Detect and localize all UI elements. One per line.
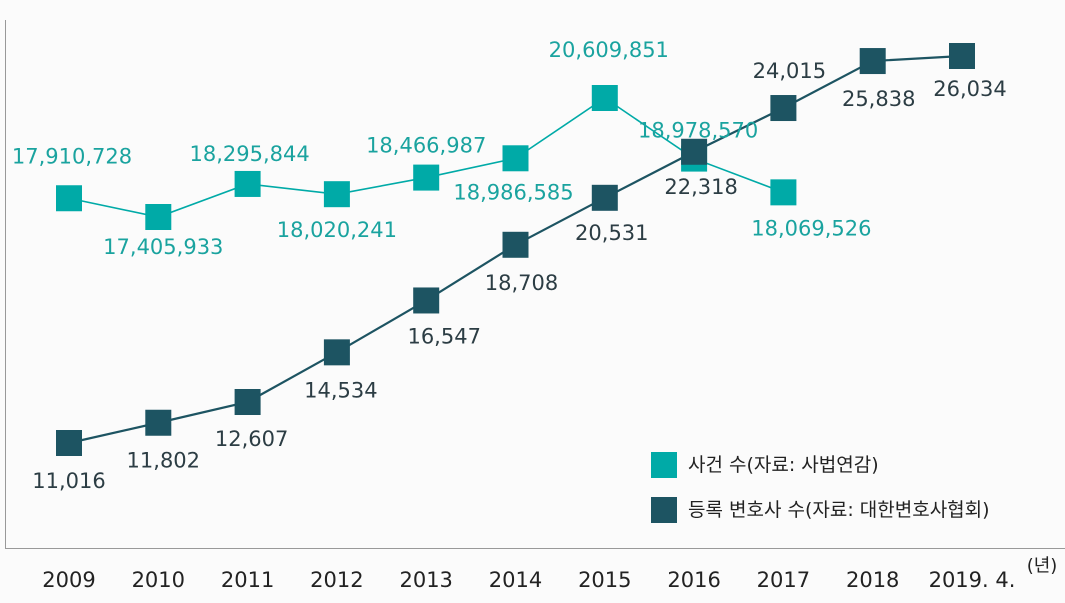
- data-point-marker: [145, 204, 172, 230]
- data-label: 24,015: [753, 59, 826, 83]
- legend-swatch-cases: [651, 452, 677, 478]
- x-tick-label: 2012: [310, 568, 363, 592]
- legend: 사건 수(자료: 사법연감) 등록 변호사 수(자료: 대한변호사협회): [651, 452, 990, 523]
- x-tick-label: 2013: [399, 568, 452, 592]
- data-point-marker: [949, 43, 975, 69]
- data-point-marker: [234, 389, 261, 416]
- x-tick-label: 2016: [667, 568, 720, 592]
- data-label: 18,466,987: [366, 134, 486, 158]
- data-label: 18,069,526: [751, 216, 871, 240]
- data-label: 18,978,570: [638, 119, 758, 143]
- data-point-marker: [56, 430, 82, 456]
- data-point-marker: [413, 164, 440, 191]
- data-label: 18,986,585: [453, 180, 573, 204]
- data-label: 12,607: [215, 427, 288, 451]
- data-label: 17,405,933: [103, 235, 223, 259]
- data-point-marker: [859, 48, 886, 75]
- data-label: 26,034: [933, 77, 1006, 101]
- legend-label-lawyers: 등록 변호사 수(자료: 대한변호사협회): [688, 499, 990, 521]
- x-tick-label: 2014: [489, 568, 542, 592]
- data-point-marker: [502, 231, 529, 258]
- data-label: 18,708: [485, 271, 558, 295]
- data-label: 18,020,241: [277, 218, 397, 242]
- x-tick-label: 2019. 4.: [929, 568, 1016, 592]
- data-point-marker: [591, 184, 618, 211]
- data-point-marker: [681, 138, 708, 165]
- data-point-marker: [413, 287, 440, 314]
- data-point-marker: [145, 409, 172, 436]
- data-label: 11,802: [127, 449, 200, 473]
- data-point-marker: [56, 185, 82, 212]
- data-label: 22,318: [664, 175, 737, 199]
- data-point-marker: [770, 179, 797, 206]
- data-point-marker: [502, 145, 529, 172]
- data-label: 17,910,728: [12, 144, 132, 168]
- data-label: 25,838: [842, 87, 915, 111]
- data-label: 14,534: [304, 378, 377, 402]
- x-tick-label: 2009: [42, 568, 95, 592]
- x-unit-label: (년): [1027, 556, 1058, 577]
- x-tick-label: 2017: [757, 568, 810, 592]
- data-point-marker: [323, 181, 350, 208]
- data-point-marker: [591, 85, 618, 111]
- data-label: 16,547: [407, 324, 480, 348]
- legend-label-cases: 사건 수(자료: 사법연감): [688, 454, 879, 476]
- x-tick-label: 2011: [221, 568, 274, 592]
- data-label: 11,016: [32, 469, 105, 493]
- legend-swatch-lawyers: [651, 497, 677, 523]
- x-tick-label: 2015: [578, 568, 631, 592]
- x-tick-label: 2018: [846, 568, 899, 592]
- data-label: 20,531: [575, 221, 648, 245]
- data-point-marker: [234, 170, 261, 197]
- data-label: 20,609,851: [549, 38, 669, 62]
- data-label: 18,295,844: [189, 142, 309, 166]
- x-tick-label: 2010: [132, 568, 185, 592]
- data-point-marker: [770, 95, 797, 122]
- data-point-marker: [323, 339, 350, 366]
